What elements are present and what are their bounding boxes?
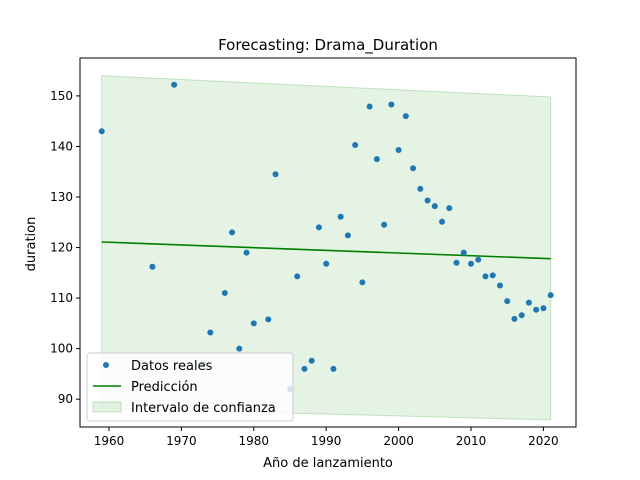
plot-frame xyxy=(79,57,577,428)
data-point xyxy=(460,249,467,256)
data-point xyxy=(417,185,424,192)
data-point xyxy=(373,156,380,163)
x-tick-label: 1980 xyxy=(239,434,270,448)
data-point xyxy=(250,320,257,327)
data-point xyxy=(540,305,547,312)
y-tick-label: 150 xyxy=(50,89,73,103)
data-point xyxy=(431,203,438,210)
legend: Datos reales Predicción Intervalo de confi… xyxy=(86,352,294,422)
data-point xyxy=(468,260,475,267)
data-point xyxy=(424,197,431,204)
data-point xyxy=(323,260,330,267)
data-point xyxy=(395,146,402,153)
x-tick-label: 1990 xyxy=(311,434,342,448)
data-point xyxy=(475,256,482,263)
x-tick-label: 2020 xyxy=(528,434,559,448)
data-point xyxy=(518,312,525,319)
data-point xyxy=(453,259,460,266)
data-point xyxy=(547,292,554,299)
data-point xyxy=(308,357,315,364)
plot-area: 1960 1970 1980 1990 2000 2010 2020 90 100 110 120 1… xyxy=(50,57,577,448)
data-point xyxy=(207,329,214,336)
x-tick-label: 1960 xyxy=(94,434,125,448)
data-point xyxy=(504,298,511,305)
prediction-line xyxy=(101,241,551,260)
data-point xyxy=(243,249,250,256)
data-point xyxy=(301,365,308,372)
data-point xyxy=(149,263,156,270)
legend-label-points: Datos reales xyxy=(131,359,213,374)
data-point xyxy=(388,101,395,108)
data-point xyxy=(330,365,337,372)
chart-title: Forecasting: Drama_Duration xyxy=(218,36,438,55)
data-point xyxy=(265,316,272,323)
data-point xyxy=(236,345,243,352)
data-point xyxy=(352,141,359,148)
data-point xyxy=(482,273,489,280)
legend-marker-points xyxy=(103,362,109,368)
y-tick-label: 110 xyxy=(50,291,73,305)
legend-box xyxy=(86,352,294,422)
y-tick-label: 100 xyxy=(50,342,73,356)
data-point xyxy=(410,165,417,172)
y-tick-label: 90 xyxy=(58,392,73,406)
data-point xyxy=(511,315,518,322)
x-tick-label: 1970 xyxy=(166,434,197,448)
data-point xyxy=(496,282,503,289)
data-point xyxy=(381,221,388,228)
data-point xyxy=(533,306,540,313)
data-point xyxy=(221,290,228,297)
data-point xyxy=(337,213,344,220)
data-point xyxy=(315,224,322,231)
data-point xyxy=(366,103,373,110)
data-point xyxy=(439,218,446,225)
data-point xyxy=(98,128,105,135)
data-point xyxy=(171,81,178,88)
confidence-band xyxy=(101,75,552,421)
data-point xyxy=(359,279,366,286)
data-point xyxy=(489,272,496,279)
x-axis-label: Año de lanzamiento xyxy=(263,456,393,471)
y-tick-label: 120 xyxy=(50,241,73,255)
data-point xyxy=(525,299,532,306)
legend-label-line: Predicción xyxy=(131,380,198,395)
data-point xyxy=(294,273,301,280)
data-point xyxy=(402,113,409,120)
x-tick-label: 2000 xyxy=(383,434,414,448)
legend-marker-band xyxy=(92,401,122,413)
data-point xyxy=(229,229,236,236)
x-tick-label: 2010 xyxy=(456,434,487,448)
y-axis-label: duration xyxy=(24,217,39,272)
legend-label-band: Intervalo de confianza xyxy=(131,401,276,416)
y-tick-label: 130 xyxy=(50,190,73,204)
data-point xyxy=(446,205,453,212)
y-tick-label: 140 xyxy=(50,139,73,153)
data-point xyxy=(272,171,279,178)
data-point xyxy=(344,232,351,239)
